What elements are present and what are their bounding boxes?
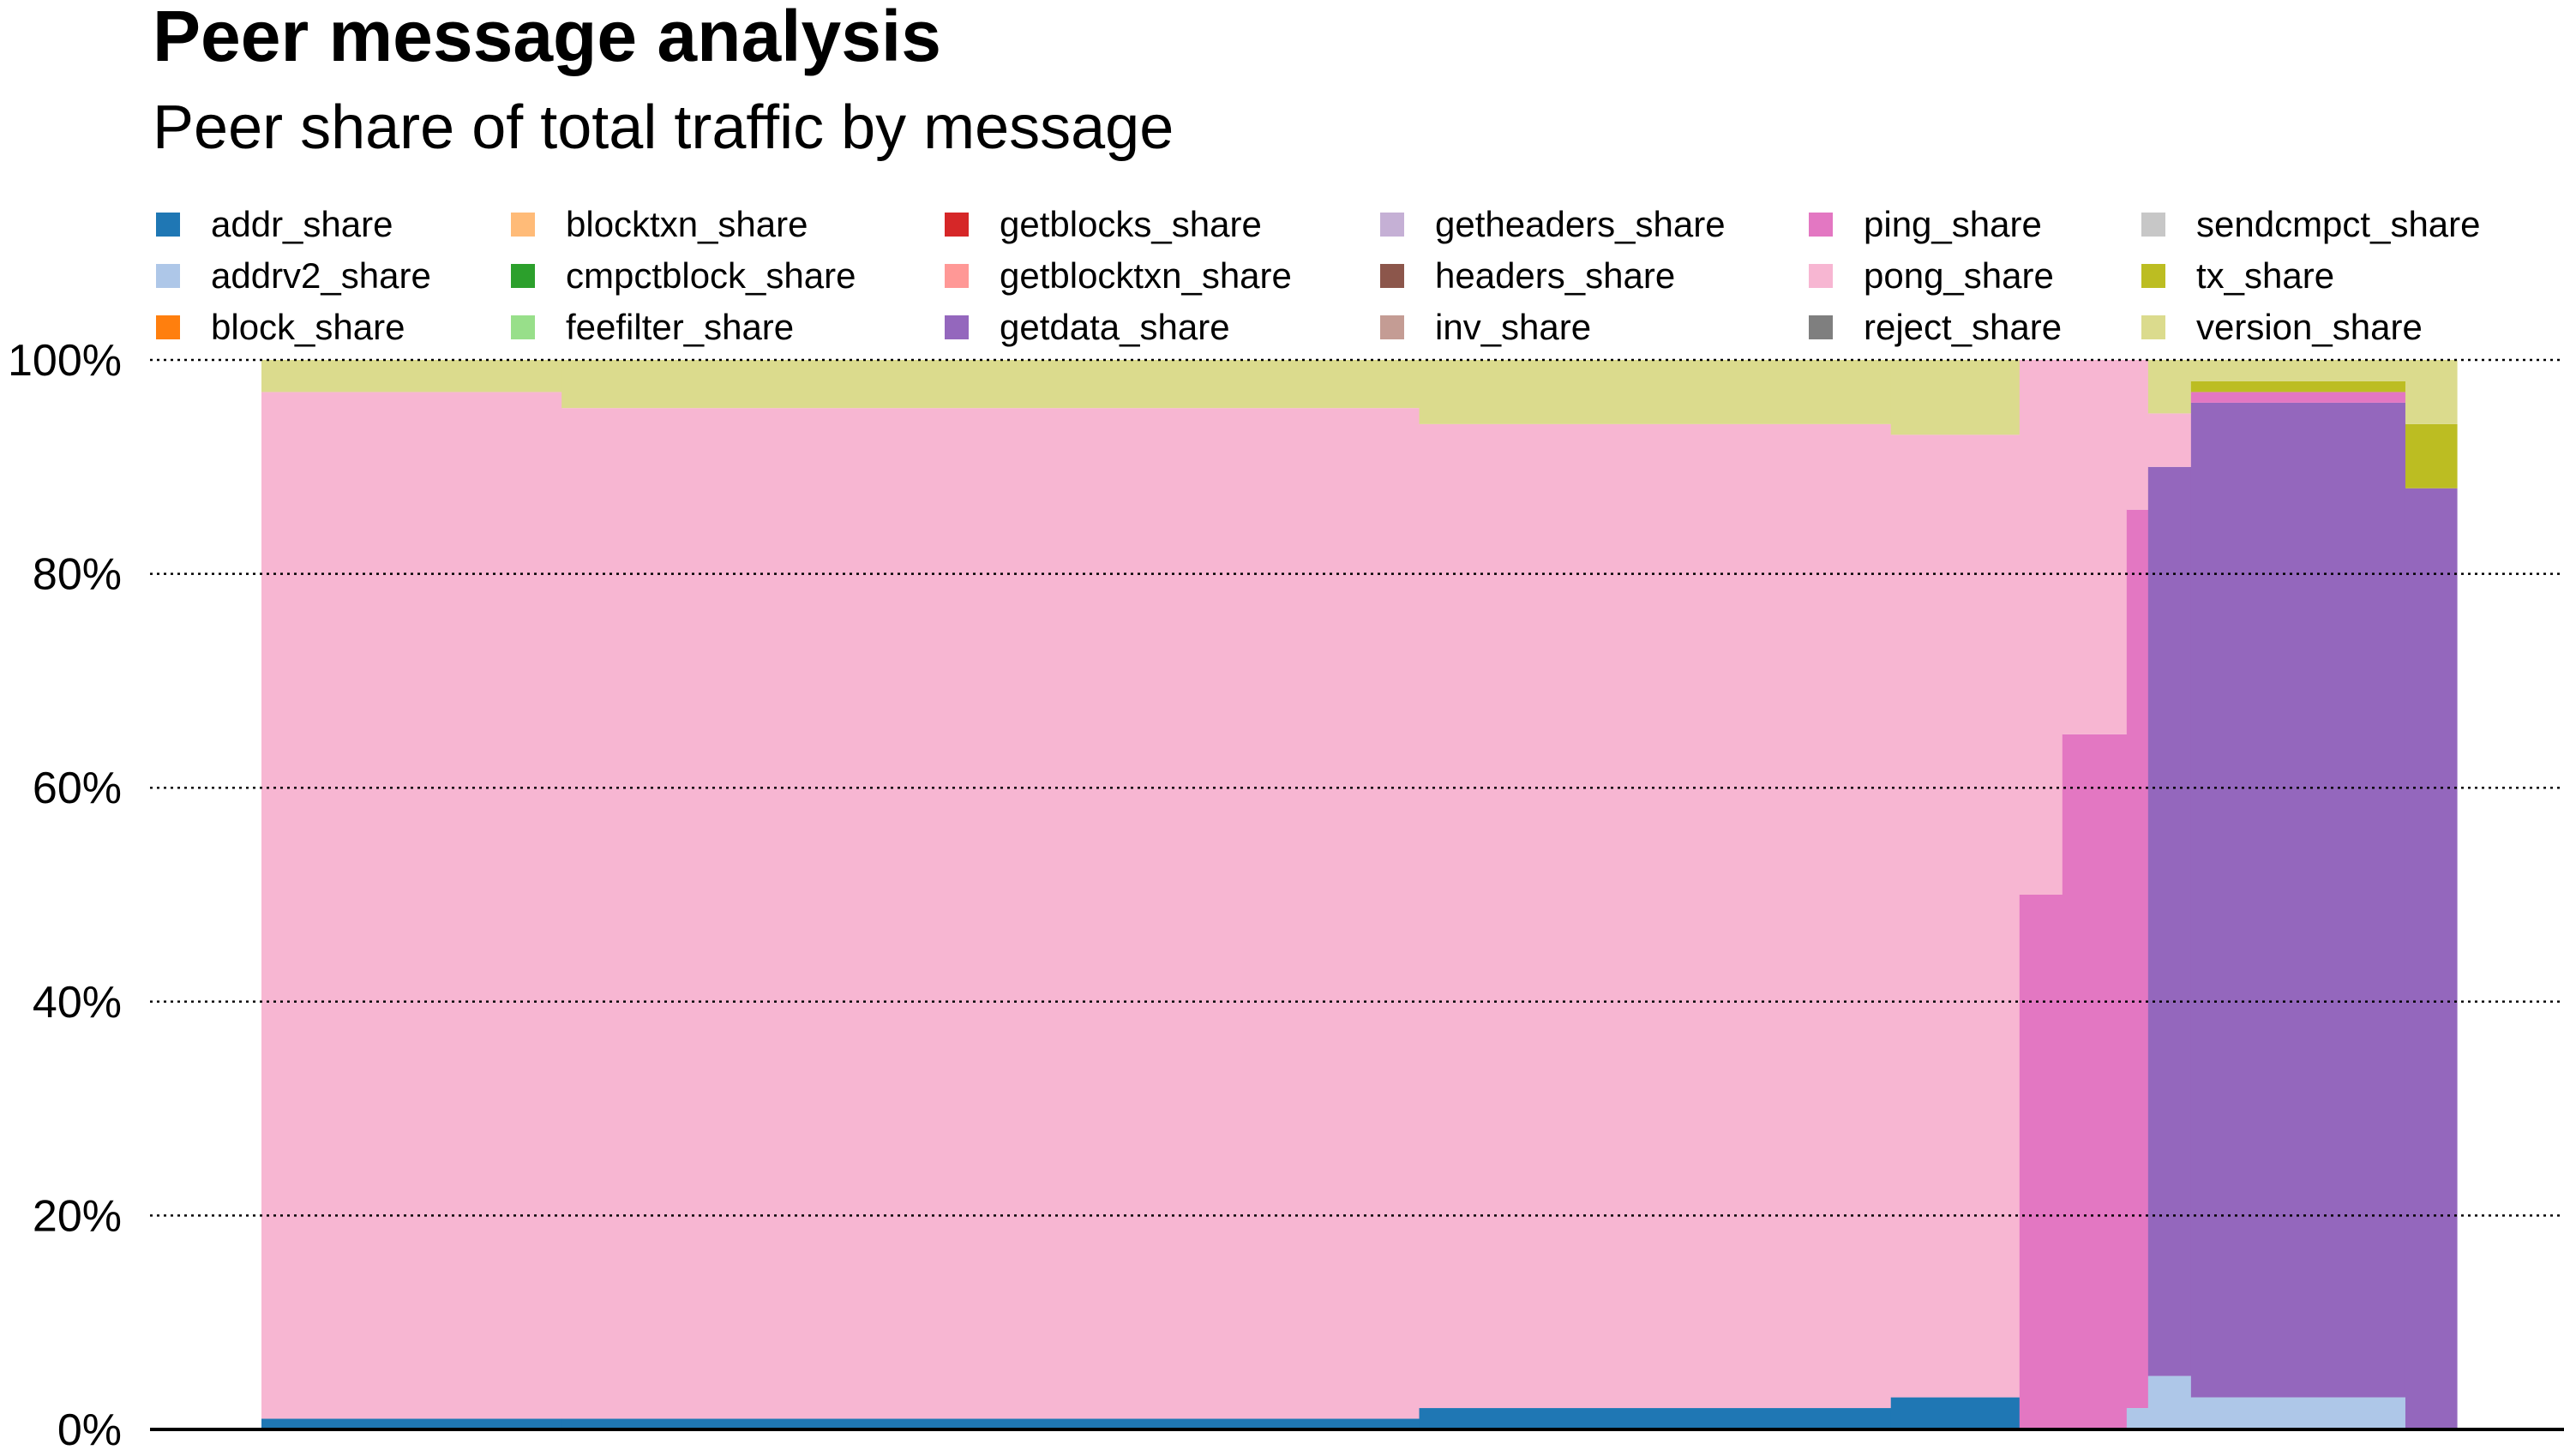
legend-item-ping-share: ping_share (1809, 203, 2042, 246)
y-tick-label: 80% (33, 550, 122, 600)
area-segment-addrv2-share-6 (2126, 1408, 2149, 1429)
area-segment-pong-share-4 (2019, 360, 2063, 895)
legend-item-block-share: block_share (156, 306, 405, 349)
area-segment-pong-share-1 (561, 408, 1420, 1419)
legend-label: addrv2_share (211, 255, 431, 296)
y-tick-label: 40% (33, 978, 122, 1028)
area-segment-version-share-0 (261, 360, 562, 392)
legend-swatch (1380, 213, 1404, 237)
legend-swatch (2141, 213, 2165, 237)
legend-item-getblocks-share: getblocks_share (945, 203, 1262, 246)
chart-subtitle: Peer share of total traffic by message (153, 93, 1174, 162)
area-segment-version-share-2 (1419, 360, 1892, 424)
legend-item-blocktxn-share: blocktxn_share (511, 203, 808, 246)
area-segment-pong-share-5 (2062, 360, 2128, 734)
area-segment-getdata-share-9 (2405, 488, 2458, 1429)
area-segment-tx-share-9 (2405, 423, 2458, 488)
legend-item-reject-share: reject_share (1809, 306, 2062, 349)
area-segment-pong-share-2 (1419, 423, 1892, 1409)
legend-label: block_share (211, 307, 405, 347)
chart-title: Peer message analysis (153, 0, 941, 76)
legend-swatch (156, 315, 180, 339)
legend-item-feefilter-share: feefilter_share (511, 306, 794, 349)
y-tick-label: 60% (33, 764, 122, 813)
area-segment-tx-share-8 (2190, 380, 2406, 392)
area-segment-version-share-8 (2190, 360, 2406, 381)
legend-swatch (1380, 315, 1404, 339)
legend-label: getheaders_share (1435, 204, 1726, 244)
legend-item-headers-share: headers_share (1380, 255, 1675, 297)
legend-item-inv-share: inv_share (1380, 306, 1591, 349)
plot-areas (261, 360, 2458, 1429)
legend-label: reject_share (1864, 307, 2063, 347)
legend-item-cmpctblock-share: cmpctblock_share (511, 255, 856, 297)
legend-label: inv_share (1435, 307, 1592, 347)
area-segment-getdata-share-7 (2147, 466, 2192, 1376)
area-segment-pong-share-7 (2147, 413, 2192, 467)
legend-item-getheaders-share: getheaders_share (1380, 203, 1726, 246)
legend-swatch (2141, 264, 2165, 288)
area-segment-addr-share-2 (1419, 1408, 1892, 1429)
area-segment-addr-share-3 (1890, 1397, 2021, 1429)
legend-swatch (2141, 315, 2165, 339)
legend-swatch (1380, 264, 1404, 288)
legend-swatch (1809, 264, 1833, 288)
area-segment-addr-share-1 (561, 1418, 1420, 1429)
legend-swatch (945, 315, 969, 339)
area-segment-pong-share-0 (261, 392, 562, 1419)
area-segment-ping-share-5 (2062, 734, 2128, 1429)
area-segment-ping-share-4 (2019, 895, 2063, 1429)
legend-swatch (1809, 315, 1833, 339)
legend-swatch (945, 264, 969, 288)
legend-item-version-share: version_share (2141, 306, 2423, 349)
legend-label: sendcmpct_share (2196, 204, 2481, 244)
area-segment-getdata-share-8 (2190, 402, 2406, 1398)
legend-item-sendcmpct-share: sendcmpct_share (2141, 203, 2481, 246)
y-tick-label: 20% (33, 1191, 122, 1241)
area-segment-version-share-7 (2147, 360, 2192, 414)
legend-swatch (511, 315, 535, 339)
legend-label: cmpctblock_share (566, 255, 856, 296)
gridlines (150, 358, 2564, 1431)
area-segment-addr-share-0 (261, 1418, 562, 1429)
legend-item-addr-share: addr_share (156, 203, 393, 246)
legend-item-getdata-share: getdata_share (945, 306, 1230, 349)
legend-label: getdata_share (1000, 307, 1230, 347)
legend-item-addrv2-share: addrv2_share (156, 255, 431, 297)
area-segment-pong-share-3 (1890, 434, 2021, 1398)
area-segment-addrv2-share-7 (2147, 1375, 2192, 1429)
legend-item-getblocktxn-share: getblocktxn_share (945, 255, 1292, 297)
area-segment-ping-share-6 (2126, 509, 2149, 1409)
legend-swatch (511, 264, 535, 288)
area-segment-ping-share-8 (2190, 392, 2406, 403)
legend-label: feefilter_share (566, 307, 795, 347)
legend-label: version_share (2196, 307, 2423, 347)
y-tick-label: 0% (57, 1405, 122, 1455)
y-tick-label: 100% (8, 336, 122, 386)
legend-swatch (156, 213, 180, 237)
legend-label: headers_share (1435, 255, 1676, 296)
legend-label: blocktxn_share (566, 204, 808, 244)
area-segment-addrv2-share-8 (2190, 1397, 2406, 1429)
legend-swatch (156, 264, 180, 288)
legend-swatch (511, 213, 535, 237)
area-segment-pong-share-6 (2126, 360, 2149, 510)
legend-label: addr_share (211, 204, 393, 244)
y-axis: 0% 20% 40% 60% 80% 100% (8, 336, 122, 1455)
legend-label: pong_share (1864, 255, 2054, 296)
legend-label: getblocktxn_share (1000, 255, 1292, 296)
legend: addr_share addrv2_share block_share blocktx… (0, 0, 2564, 360)
legend-item-pong-share: pong_share (1809, 255, 2054, 297)
legend-item-tx-share: tx_share (2141, 255, 2334, 297)
legend-label: getblocks_share (1000, 204, 1262, 244)
legend-label: tx_share (2196, 255, 2335, 296)
area-segment-version-share-3 (1890, 360, 2021, 435)
area-segment-version-share-9 (2405, 360, 2458, 424)
legend-label: ping_share (1864, 204, 2042, 244)
legend-swatch (945, 213, 969, 237)
legend-swatch (1809, 213, 1833, 237)
area-segment-version-share-1 (561, 360, 1420, 409)
